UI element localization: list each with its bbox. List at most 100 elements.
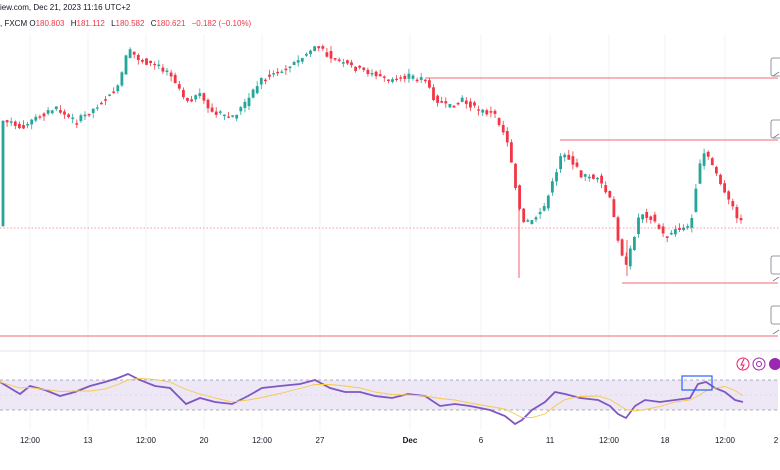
handle-tick [772,133,780,139]
candle-body [239,107,243,112]
candle-body [149,60,152,64]
candle-body [428,80,431,88]
candle-body [210,107,214,112]
candle-body [628,248,632,267]
candle-body [378,74,382,77]
ohlc-close-value: 180.621 [156,19,186,28]
candle-body [141,59,144,62]
candle-body [190,99,193,102]
ohlc-low-value: 180.582 [115,19,145,28]
candle-body [477,109,480,111]
highlight-box [681,375,713,391]
rsi-line [0,373,744,426]
level-handle-icon[interactable] [770,255,780,282]
candle-body [530,220,534,224]
candle-body [604,185,608,193]
candle-body [366,69,370,75]
candle-body [91,108,95,114]
candle-body [116,85,120,92]
candle-body [522,208,526,223]
candle-body [444,101,448,104]
candle-body [698,163,702,184]
candle-body [87,113,91,116]
candle-body [34,116,38,121]
candle-body [120,72,124,86]
candle-body [587,176,591,179]
candle-body [608,191,612,198]
candle-body [243,101,247,108]
handle-box [770,255,780,275]
candle-body [341,62,345,64]
candle-body [370,72,374,75]
candle-body [321,46,325,49]
candle-body [686,226,690,228]
candle-body [317,46,321,49]
handle-box [770,305,780,325]
candle-body [235,114,239,119]
handle-box [770,119,780,139]
rsi-band [0,380,778,410]
candle-body [489,111,493,113]
candle-body [505,131,509,143]
candle-body [559,156,562,170]
candle-body [415,79,419,82]
candle-body [518,185,521,209]
candle-body [661,226,665,234]
candle-body [223,114,226,117]
candle-body [71,117,75,120]
candle-body [387,79,390,82]
candle-body [26,124,29,126]
handle-box [770,57,780,77]
candle-body [600,175,603,184]
candle-body [325,52,329,57]
level-handle-icon[interactable] [770,119,780,139]
candle-body [112,91,116,94]
rsi-pane [0,373,778,426]
candle-body [280,71,284,73]
candle-body [645,212,649,218]
candle-body [423,79,427,82]
candle-body [633,236,636,250]
candle-body [161,67,165,72]
candle-body [288,66,292,69]
candle-body [157,64,161,67]
candle-body [346,60,349,64]
time-axis[interactable]: 12:00 13 12:00 20 12:00 27 Dec 6 11 12:00 18 12:00 2 [20,436,779,445]
candle-body [612,199,616,218]
ohlc-high-label: H [70,19,77,28]
candle-body [83,114,87,117]
ohlc-high-value: 181.112 [76,19,105,28]
candle-body [620,239,624,256]
candle-body [526,220,530,222]
candle-body [727,191,731,200]
level-handles[interactable] [770,57,780,335]
level-handle-icon[interactable] [770,305,780,335]
candle-body [464,100,468,104]
candle-body [391,79,394,82]
candle-body [30,119,34,125]
candle-body [731,201,735,207]
candle-body [739,217,743,221]
candle-body [374,71,378,77]
candle-body [202,93,206,101]
candle-body [362,67,366,70]
candle-body [75,123,79,125]
candle-body [251,89,255,98]
candle-body [46,110,50,114]
candle-body [399,77,403,79]
candle-body [678,227,681,230]
candle-body [723,183,726,193]
level-handle-icon[interactable] [770,57,780,77]
candle-body [59,110,62,113]
ohlc-change-value: −0.182 (−0.10%) [191,19,252,28]
candle-body [637,217,640,235]
candle-body [616,217,620,241]
candle-body [95,107,99,109]
flash-icon-ring [736,357,750,371]
symbol-feed: , FXCM [0,19,28,28]
candle-body [108,94,111,96]
time-axis-label: 13 [84,436,93,445]
candle-body [456,102,460,105]
candle-body [395,78,398,80]
